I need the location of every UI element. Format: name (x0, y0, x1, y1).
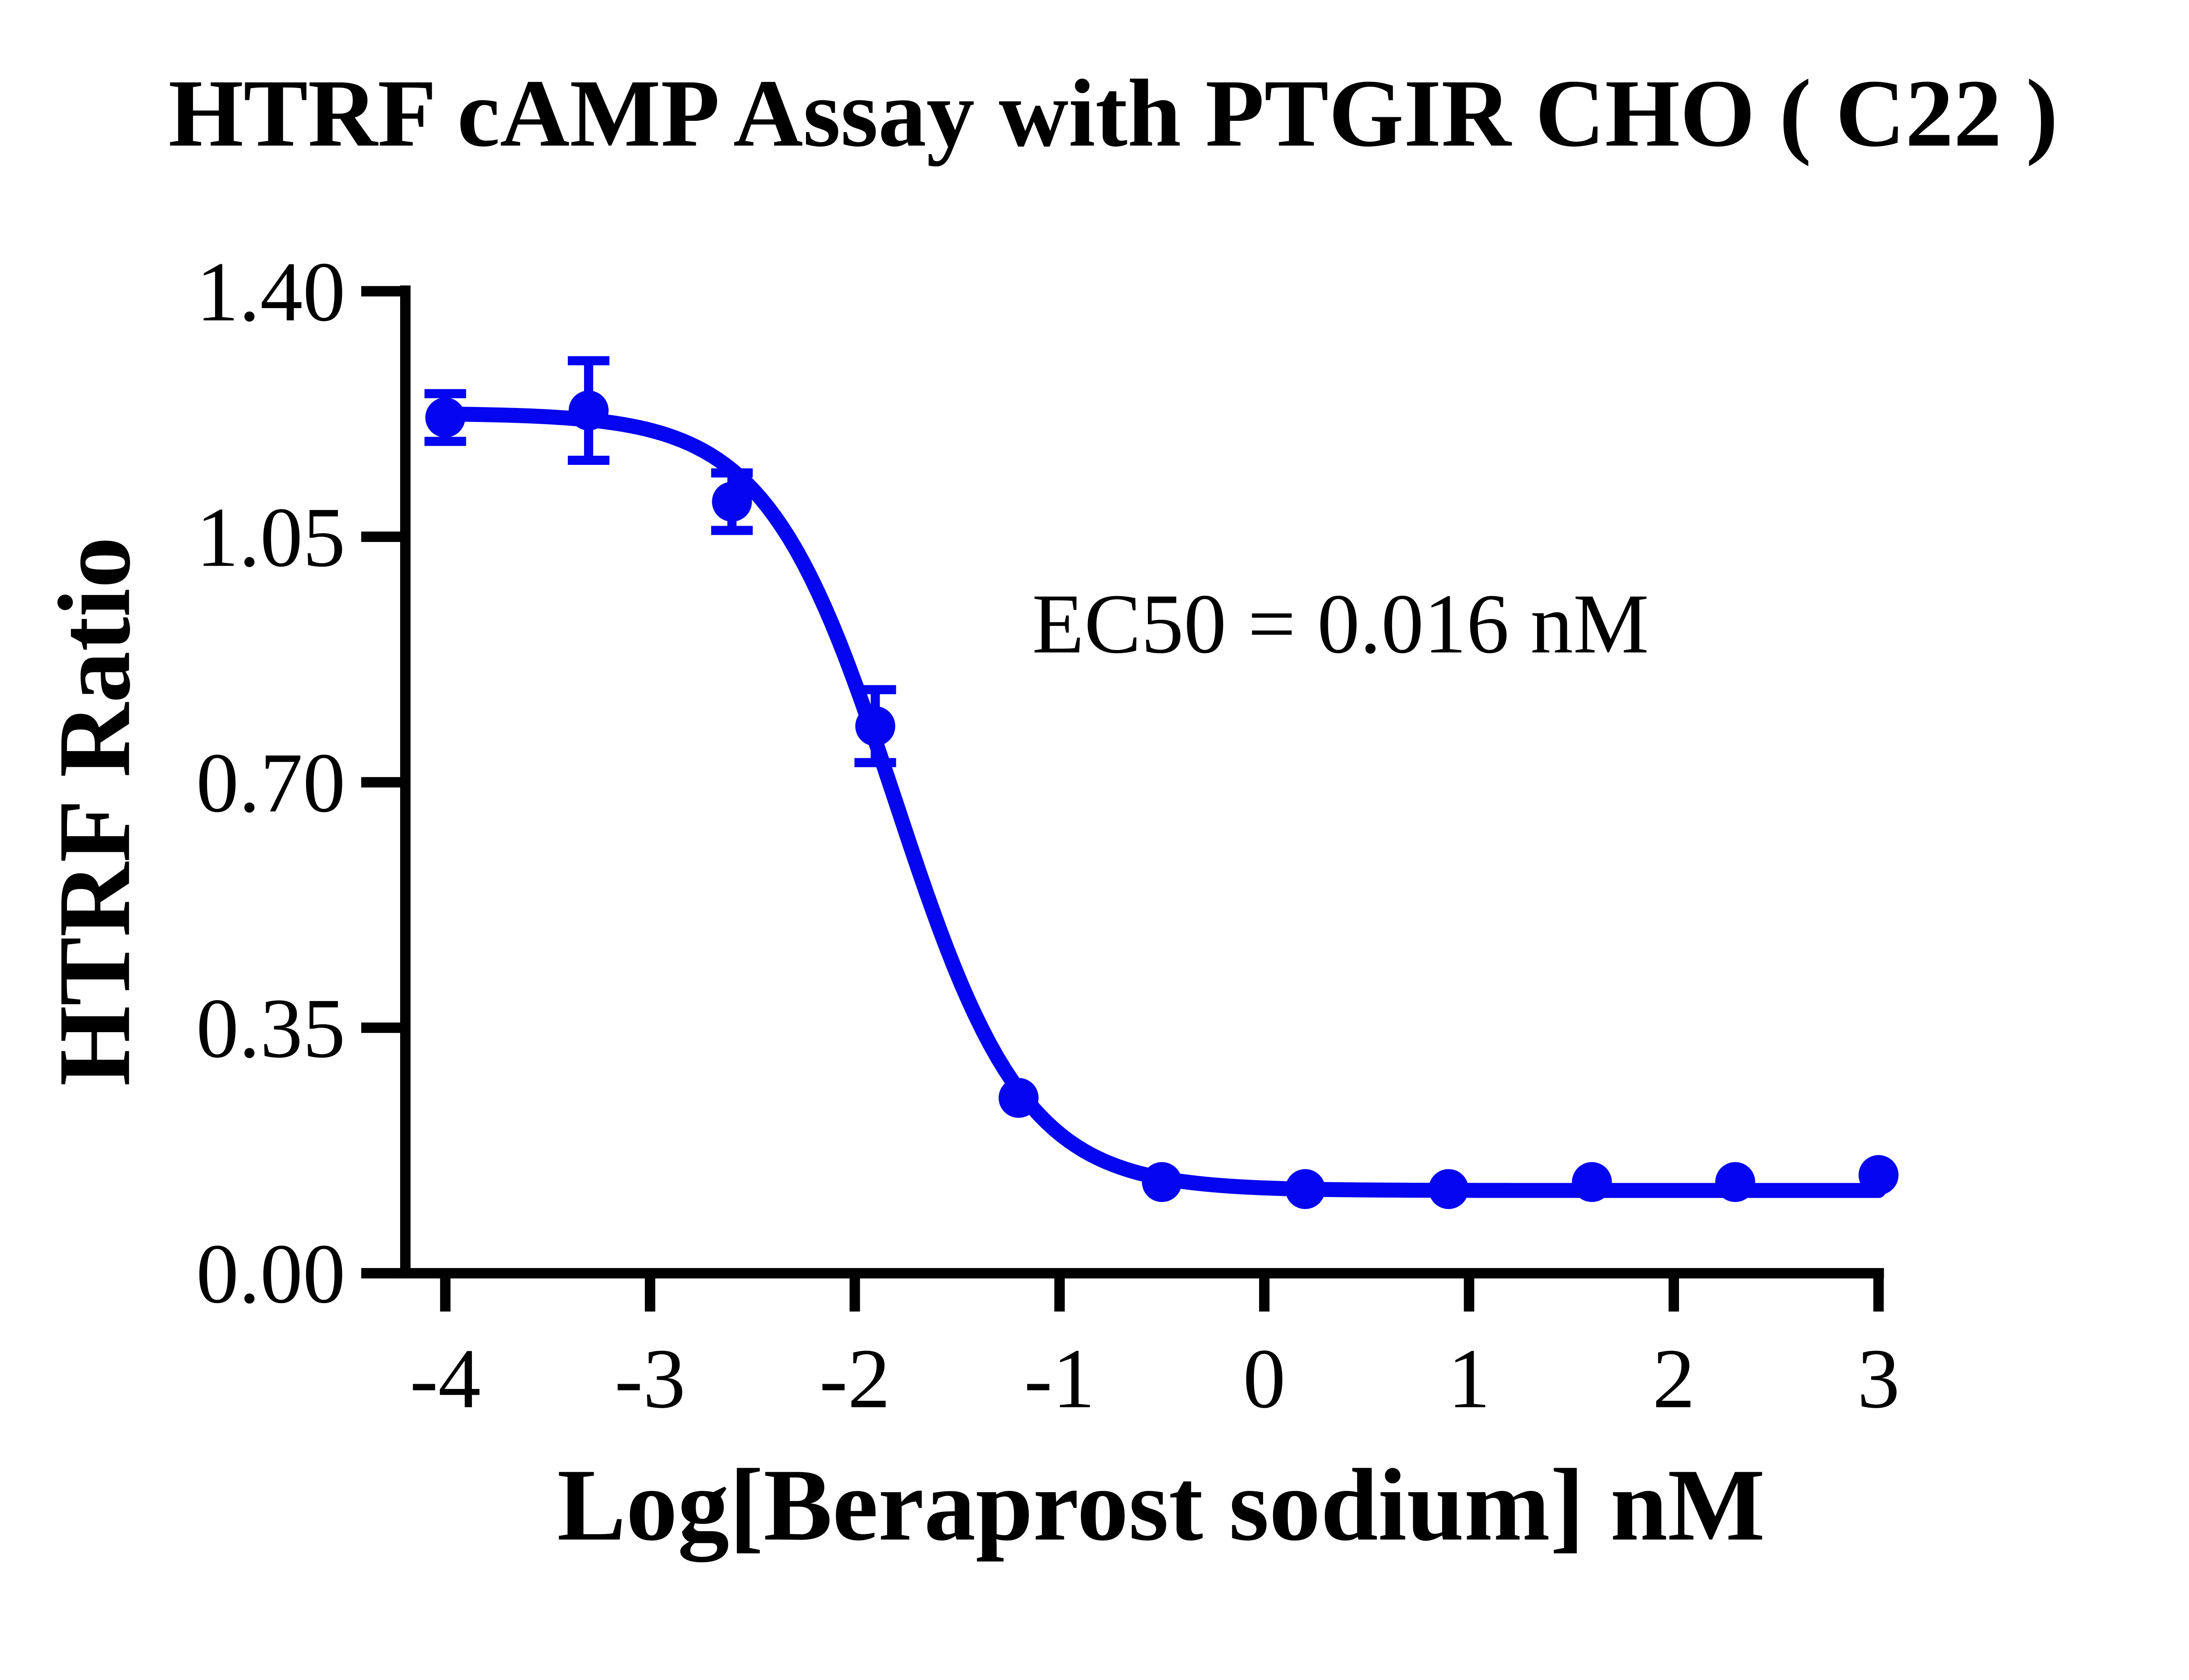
chart-canvas: 1.40 1.05 0.70 0.35 0.00 -4 -3 -2 -1 0 1 2 3 HTRF cA… (37, 59, 2058, 1563)
data-point (1142, 1162, 1182, 1202)
y-tick-label: 1.05 (196, 490, 345, 585)
x-tick-label: 1 (1448, 1332, 1490, 1426)
x-tick-label: -3 (615, 1332, 686, 1426)
data-point (568, 390, 609, 431)
x-tick-label: 2 (1652, 1332, 1695, 1426)
x-tick-label: 0 (1243, 1332, 1285, 1426)
data-point (1858, 1155, 1899, 1195)
y-tick-label: 0.00 (196, 1227, 345, 1321)
x-tick-label: -1 (1024, 1332, 1095, 1426)
y-tick-label: 0.35 (196, 981, 345, 1075)
ec50-annotation: EC50 = 0.016 nM (1032, 576, 1649, 671)
data-point (855, 706, 895, 746)
y-tick-label: 1.40 (196, 245, 345, 339)
x-tick-label: -2 (819, 1332, 890, 1426)
data-point (1429, 1169, 1469, 1209)
data-point (1715, 1162, 1756, 1202)
chart-title: HTRF cAMP Assay with PTGIR CHO ( C22 ) (169, 60, 2058, 167)
data-point (998, 1078, 1039, 1118)
data-point (425, 397, 465, 438)
x-axis-title: Log[Beraprost sodium] nM (557, 1448, 1765, 1562)
x-tick-label: 3 (1857, 1332, 1900, 1426)
data-point (1285, 1169, 1325, 1209)
y-tick-label: 0.70 (196, 736, 345, 830)
x-tick-label: -4 (410, 1332, 481, 1426)
dose-response-figure: 1.40 1.05 0.70 0.35 0.00 -4 -3 -2 -1 0 1 2 3 HTRF cA… (37, 59, 2058, 1563)
data-point (1572, 1162, 1612, 1202)
data-point (712, 482, 752, 522)
y-axis-title: HTRF Ratio (37, 537, 151, 1086)
fit-curve (438, 406, 1886, 1198)
